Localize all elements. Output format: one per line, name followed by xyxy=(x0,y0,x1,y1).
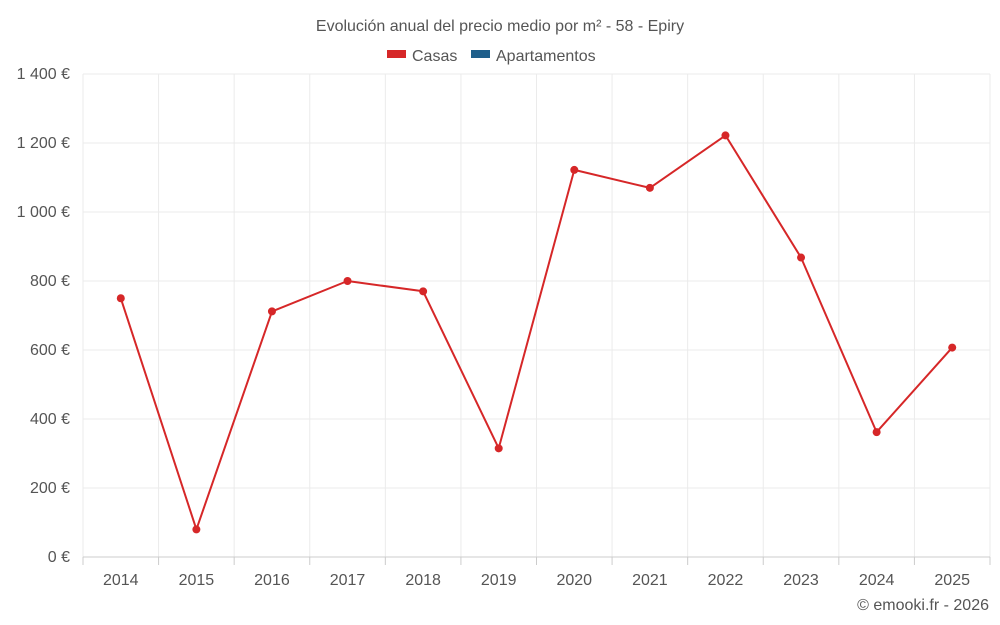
data-point-casas-2022[interactable] xyxy=(721,131,730,140)
legend-item-casas[interactable]: Casas xyxy=(387,48,457,65)
data-point-casas-2024[interactable] xyxy=(872,428,881,437)
y-tick-label: 1 000 € xyxy=(17,204,70,221)
x-tick-label: 2015 xyxy=(179,572,215,589)
axes xyxy=(82,556,991,565)
x-tick-label: 2023 xyxy=(783,572,819,589)
chart-title: Evolución anual del precio medio por m² … xyxy=(316,18,684,35)
x-tick-label: 2014 xyxy=(103,572,139,589)
data-point-casas-2025[interactable] xyxy=(948,343,957,352)
data-point-casas-2018[interactable] xyxy=(419,287,428,296)
y-tick-label: 1 400 € xyxy=(17,66,70,83)
x-tick-label: 2022 xyxy=(708,572,744,589)
legend-swatch-casas xyxy=(387,50,406,58)
legend-label-casas: Casas xyxy=(412,48,457,65)
legend: Casas Apartamentos xyxy=(387,48,596,65)
data-point-casas-2015[interactable] xyxy=(192,525,201,534)
data-point-casas-2019[interactable] xyxy=(494,444,503,453)
x-axis-tick-labels: 2014 2015 2016 2017 2018 2019 2020 2021 2022 2023… xyxy=(103,572,970,589)
x-tick-label: 2018 xyxy=(405,572,441,589)
data-point-casas-2023[interactable] xyxy=(797,253,806,262)
y-axis-tick-labels: 0 € 200 € 400 € 600 € 800 € 1 000 € 1 200 € 1 4… xyxy=(17,66,70,566)
series-line-casas xyxy=(119,134,953,531)
x-tick-label: 2016 xyxy=(254,572,290,589)
legend-item-apartamentos[interactable]: Apartamentos xyxy=(471,48,596,65)
y-tick-label: 800 € xyxy=(30,273,70,290)
x-tick-label: 2021 xyxy=(632,572,668,589)
x-tick-label: 2017 xyxy=(330,572,366,589)
legend-label-apartamentos: Apartamentos xyxy=(496,48,596,65)
credit-text: © emooki.fr - 2026 xyxy=(857,597,989,614)
y-tick-label: 200 € xyxy=(30,480,70,497)
y-tick-label: 1 200 € xyxy=(17,135,70,152)
legend-swatch-apartamentos xyxy=(471,50,490,58)
x-tick-label: 2020 xyxy=(556,572,592,589)
x-tick-label: 2024 xyxy=(859,572,895,589)
data-point-casas-2014[interactable] xyxy=(116,294,125,303)
x-tick-label: 2019 xyxy=(481,572,517,589)
grid xyxy=(82,73,991,557)
data-point-casas-2020[interactable] xyxy=(570,165,579,174)
data-point-casas-2016[interactable] xyxy=(267,307,276,316)
y-tick-label: 400 € xyxy=(30,411,70,428)
series xyxy=(116,131,957,534)
y-tick-label: 0 € xyxy=(48,549,70,566)
y-tick-label: 600 € xyxy=(30,342,70,359)
data-point-casas-2021[interactable] xyxy=(645,183,654,192)
x-tick-label: 2025 xyxy=(934,572,970,589)
data-point-casas-2017[interactable] xyxy=(343,277,352,285)
